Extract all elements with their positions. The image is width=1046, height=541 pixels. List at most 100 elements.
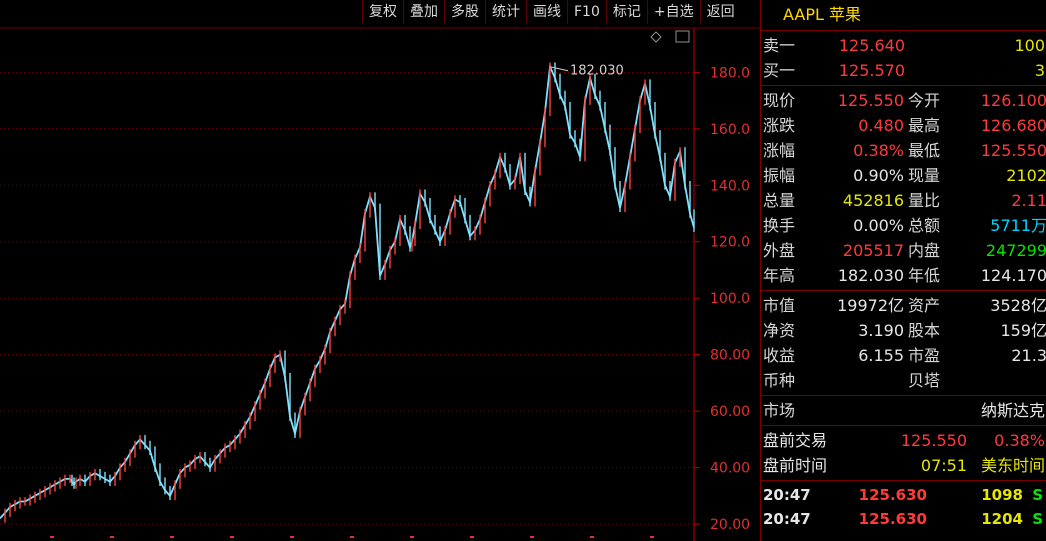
tick-time: 20:47 [763, 486, 811, 504]
quote-label: 最低 [908, 141, 941, 160]
quote-value: 125.550 [837, 91, 904, 110]
bid-label: 买一 [763, 61, 796, 80]
fundamental-value [807, 368, 904, 393]
premarket-trade-price: 125.550 [900, 431, 967, 450]
quote-label: 年高 [763, 266, 796, 285]
fundamental-row: 市值 19972亿 资产 3528亿 [761, 293, 1046, 318]
quote-value: 247299 [985, 241, 1046, 260]
fundamental-value: 21.3 [1011, 346, 1046, 365]
quote-label: 涨幅 [763, 141, 796, 160]
y-tick-label: 80.00 [710, 348, 750, 364]
quote-value: 5711万 [990, 216, 1046, 235]
toolbar-button-0[interactable]: 复权 [362, 0, 403, 24]
quote-value: 125.550 [980, 141, 1046, 160]
quote-label: 今开 [908, 91, 941, 110]
high-pointer [549, 66, 569, 72]
quote-label: 现量 [908, 166, 941, 185]
premarket-time-row: 盘前时间 07:51 美东时间 [761, 453, 1046, 478]
fundamental-row: 净资 3.190 股本 159亿 [761, 318, 1046, 343]
quote-label: 总额 [908, 216, 941, 235]
quote-value: 126.100 [980, 91, 1046, 110]
quote-value: 124.170 [980, 266, 1046, 285]
quote-row: 总量 452816 量比 2.11 [761, 188, 1046, 213]
tick-row: 20:47 125.630 1098 S [761, 483, 1046, 507]
quote-row: 换手 0.00% 总额 5711万 [761, 213, 1046, 238]
fundamental-value: 3528亿 [990, 296, 1046, 315]
fundamental-label: 净资 [763, 321, 796, 340]
price-line [0, 63, 695, 519]
fundamental-label: 币种 [763, 371, 796, 390]
toolbar-button-5[interactable]: F10 [567, 0, 606, 24]
premarket-trade-row: 盘前交易 125.550 0.38% [761, 428, 1046, 453]
bid-row: 买一 125.570 3 [761, 58, 1046, 83]
quote-panel: AAPL 苹果 卖一 125.640 100 买一 125.570 3 现价 12… [760, 0, 1046, 541]
ask-row: 卖一 125.640 100 [761, 33, 1046, 58]
toolbar-button-1[interactable]: 叠加 [403, 0, 444, 24]
quote-label: 总量 [763, 191, 796, 210]
toolbar-button-4[interactable]: 画线 [526, 0, 567, 24]
ask-label: 卖一 [763, 36, 796, 55]
y-tick-label: 180.0 [710, 65, 750, 81]
toolbar-button-6[interactable]: 标记 [605, 0, 647, 24]
market-section: 市场 纳斯达克 [761, 396, 1046, 426]
ask-volume: 100 [1014, 36, 1045, 55]
fundamental-label: 股本 [908, 321, 941, 340]
fundamental-row: 收益 6.155 市盈 21.3 [761, 343, 1046, 368]
quote-label: 最高 [908, 116, 941, 135]
high-annotation: 182.030 [570, 64, 624, 79]
quote-value: 0.38% [853, 141, 904, 160]
fundamental-value: 19972亿 [837, 296, 904, 315]
quote-value: 182.030 [837, 266, 904, 285]
premarket-trade-label: 盘前交易 [763, 431, 828, 450]
tick-side: S [1032, 486, 1043, 504]
toolbar-button-8[interactable]: 返回 [699, 0, 741, 24]
chart-toolbar: 复权 叠加 多股 统计 画线 F10 标记 +自选 返回 [362, 0, 741, 26]
price-chart[interactable]: 180.0 160.0 140.0 120.0 100.0 80.00 60.00 40.00… [0, 0, 760, 541]
premarket-time-label: 盘前时间 [763, 456, 828, 475]
quote-label: 振幅 [763, 166, 796, 185]
quote-label: 年低 [908, 266, 941, 285]
y-tick-label: 20.00 [710, 517, 750, 533]
quote-label: 涨跌 [763, 116, 796, 135]
tick-price: 125.630 [858, 510, 927, 528]
quote-value: 0.480 [858, 116, 904, 135]
market-label: 市场 [763, 401, 796, 420]
market-value: 纳斯达克 [980, 401, 1045, 420]
y-tick-label: 140.0 [710, 178, 750, 194]
market-row: 市场 纳斯达克 [761, 398, 1046, 423]
tick-volume: 1098 [981, 486, 1023, 504]
quote-row: 涨跌 0.480 最高 126.680 [761, 113, 1046, 138]
bid-volume: 3 [1034, 61, 1045, 80]
chart-area[interactable]: 180.0 160.0 140.0 120.0 100.0 80.00 60.00 40.00… [0, 0, 760, 541]
y-tick-label: 160.0 [710, 122, 750, 138]
quote-label: 内盘 [908, 241, 941, 260]
bid-price: 125.570 [838, 61, 905, 80]
quote-label: 外盘 [763, 241, 796, 260]
fundamental-value: 159亿 [1000, 321, 1046, 340]
quote-label: 量比 [908, 191, 941, 210]
fundamental-value: 3.190 [858, 321, 904, 340]
quote-section: 现价 125.550 今开 126.100 涨跌 0.480 最高 126.680 涨幅 0.38… [761, 86, 1046, 291]
premarket-trade-pct: 0.38% [994, 431, 1045, 450]
y-tick-label: 100.0 [710, 291, 750, 307]
tick-side: S [1032, 510, 1043, 528]
toolbar-button-7[interactable]: +自选 [646, 0, 700, 24]
toolbar-button-2[interactable]: 多股 [444, 0, 485, 24]
quote-row: 现价 125.550 今开 126.100 [761, 88, 1046, 113]
quote-value: 126.680 [980, 116, 1046, 135]
quote-value: 2102 [1006, 166, 1046, 185]
quote-value: 452816 [842, 191, 904, 210]
quote-value: 2.11 [1011, 191, 1046, 210]
quote-value: 205517 [842, 241, 904, 260]
fundamental-value: 6.155 [858, 346, 904, 365]
y-tick-label: 40.00 [710, 461, 750, 477]
y-tick-label: 120.0 [710, 235, 750, 251]
fundamental-label: 贝塔 [908, 371, 941, 390]
premarket-timezone: 美东时间 [980, 456, 1045, 475]
tick-list: 20:47 125.630 1098 S 20:47 125.630 1204 S [761, 481, 1046, 531]
fundamentals-section: 市值 19972亿 资产 3528亿 净资 3.190 股本 159亿 收益 6.155 市盈 21.… [761, 291, 1046, 396]
toolbar-button-3[interactable]: 统计 [485, 0, 526, 24]
ask-price: 125.640 [838, 36, 905, 55]
fundamental-label: 资产 [908, 296, 941, 315]
quote-row: 外盘 205517 内盘 247299 [761, 238, 1046, 263]
